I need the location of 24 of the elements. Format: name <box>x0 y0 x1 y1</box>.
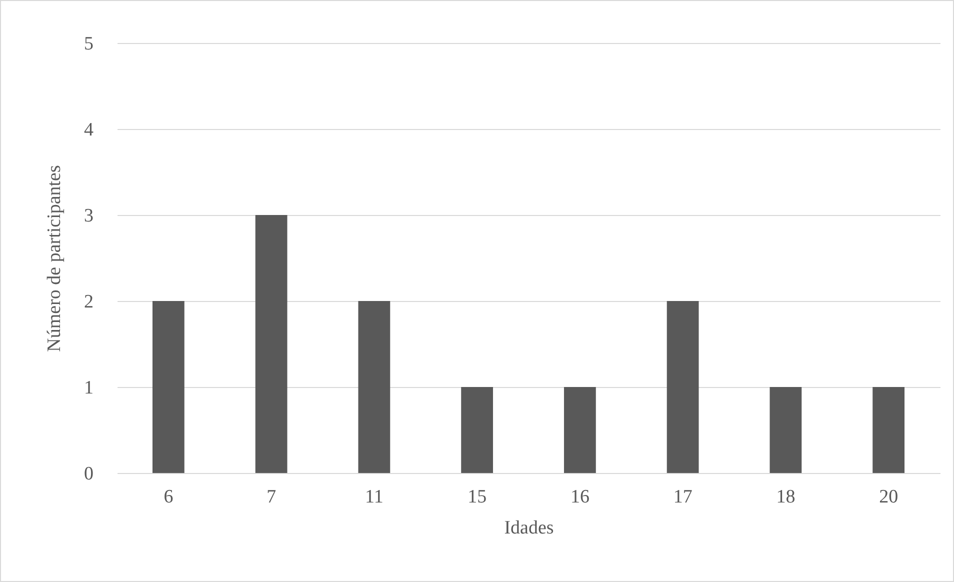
bar <box>770 387 802 473</box>
bar <box>255 215 288 473</box>
bar <box>358 301 390 473</box>
x-tick-label: 11 <box>365 486 384 508</box>
y-tick-label: 3 <box>84 206 94 226</box>
x-tick-label: 16 <box>570 486 590 508</box>
y-tick-label: 1 <box>84 378 94 398</box>
bar <box>872 387 905 473</box>
y-tick-label: 4 <box>84 120 94 140</box>
x-tick-label: 17 <box>673 486 692 508</box>
bar <box>564 387 596 473</box>
bar <box>461 387 494 473</box>
x-tick-label: 15 <box>468 486 487 508</box>
x-tick-label: 20 <box>879 486 898 508</box>
x-tick-label: 7 <box>266 486 276 508</box>
y-tick-label: 5 <box>84 34 94 54</box>
x-axis-title: Idades <box>504 518 554 538</box>
y-tick-label: 2 <box>84 292 94 312</box>
x-tick-label: 6 <box>164 486 174 508</box>
y-axis-title: Número de participantes <box>44 165 65 352</box>
bar <box>666 301 699 473</box>
bar <box>152 301 184 473</box>
y-tick-label: 0 <box>84 464 94 484</box>
x-tick-label: 18 <box>776 486 796 508</box>
